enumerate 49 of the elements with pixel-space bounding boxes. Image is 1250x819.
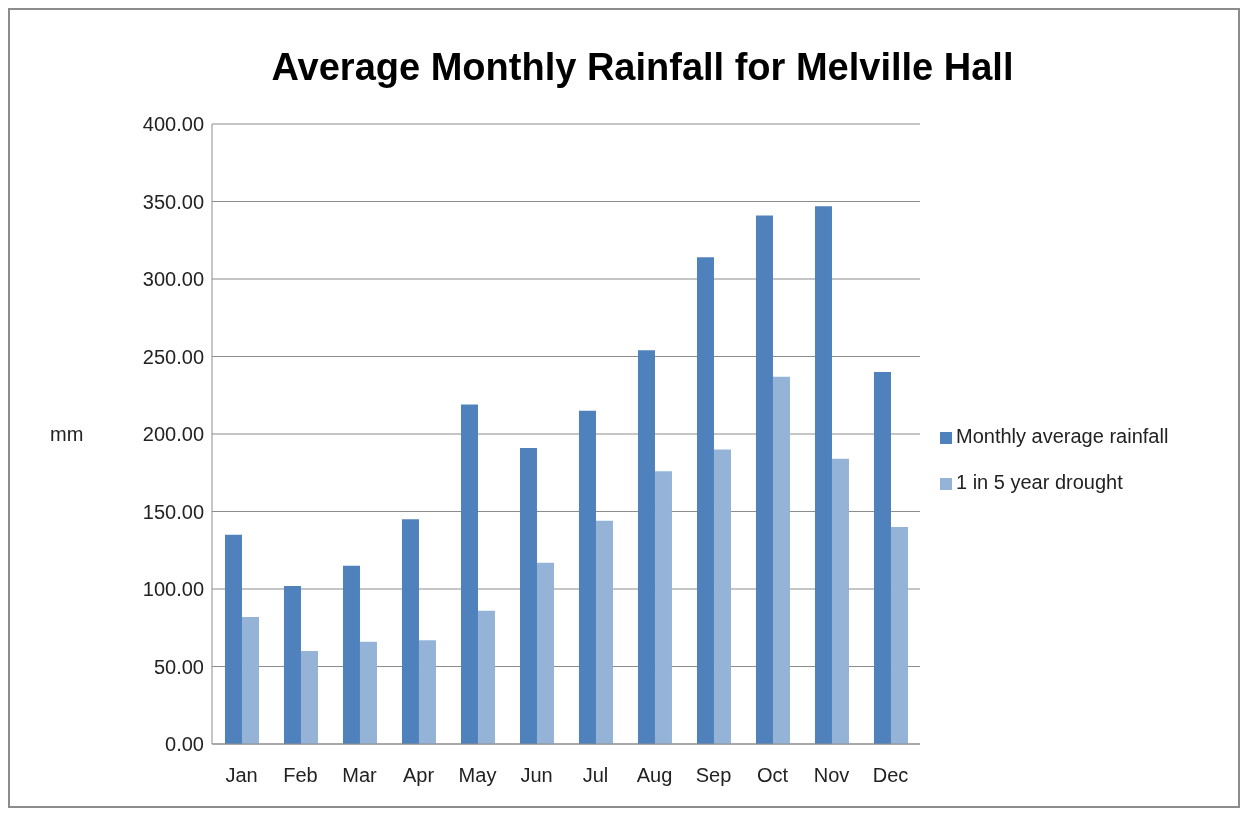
bar: [519, 447, 537, 744]
chart-title: Average Monthly Rainfall for Melville Hall: [270, 46, 1015, 89]
bar: [342, 565, 360, 744]
bar: [696, 257, 714, 744]
y-tick-label: 200.00: [142, 423, 204, 446]
y-tick-label: 300.00: [142, 268, 204, 291]
bar: [890, 527, 908, 744]
bar: [401, 519, 419, 744]
x-tick-label: Jun: [520, 764, 553, 787]
y-tick-label: 250.00: [142, 345, 204, 368]
x-tick-label: May: [458, 764, 497, 787]
y-tick-label: 100.00: [142, 578, 204, 601]
x-tick-label: Sep: [695, 764, 732, 787]
x-tick-label: Nov: [813, 764, 850, 787]
legend-label: 1 in 5 year drought: [956, 471, 1123, 493]
y-tick-label: 0.00: [165, 733, 204, 756]
bar: [536, 562, 554, 744]
bar: [460, 404, 478, 744]
bar: [637, 350, 655, 744]
bar: [300, 651, 318, 744]
x-tick-label: Oct: [756, 764, 789, 787]
bar: [241, 616, 259, 744]
bar: [283, 585, 301, 744]
bar: [772, 376, 790, 744]
y-tick-label: 350.00: [142, 190, 204, 213]
x-tick-label: Mar: [342, 764, 378, 787]
bar: [359, 641, 377, 744]
bar: [755, 215, 773, 744]
bar: [654, 471, 672, 744]
x-tick-label: Jan: [225, 764, 258, 787]
x-tick-label: Jul: [582, 764, 609, 787]
x-tick-label: Aug: [636, 764, 673, 787]
y-tick-label: 400.00: [142, 113, 204, 136]
bar: [831, 458, 849, 744]
bar: [873, 372, 891, 744]
x-tick-label: Apr: [402, 764, 435, 787]
bar: [477, 610, 495, 744]
bar: [595, 520, 613, 744]
x-tick-label: Feb: [283, 764, 318, 787]
bar: [578, 410, 596, 744]
y-tick-label: 150.00: [142, 500, 204, 523]
legend-label: Monthly average rainfall: [956, 425, 1169, 447]
y-axis-title: mm: [50, 423, 84, 446]
x-tick-label: Dec: [872, 764, 909, 787]
bar: [713, 449, 731, 744]
bar: [418, 640, 436, 744]
y-tick-label: 50.00: [153, 655, 204, 678]
bar: [814, 206, 832, 744]
bar: [224, 534, 242, 744]
